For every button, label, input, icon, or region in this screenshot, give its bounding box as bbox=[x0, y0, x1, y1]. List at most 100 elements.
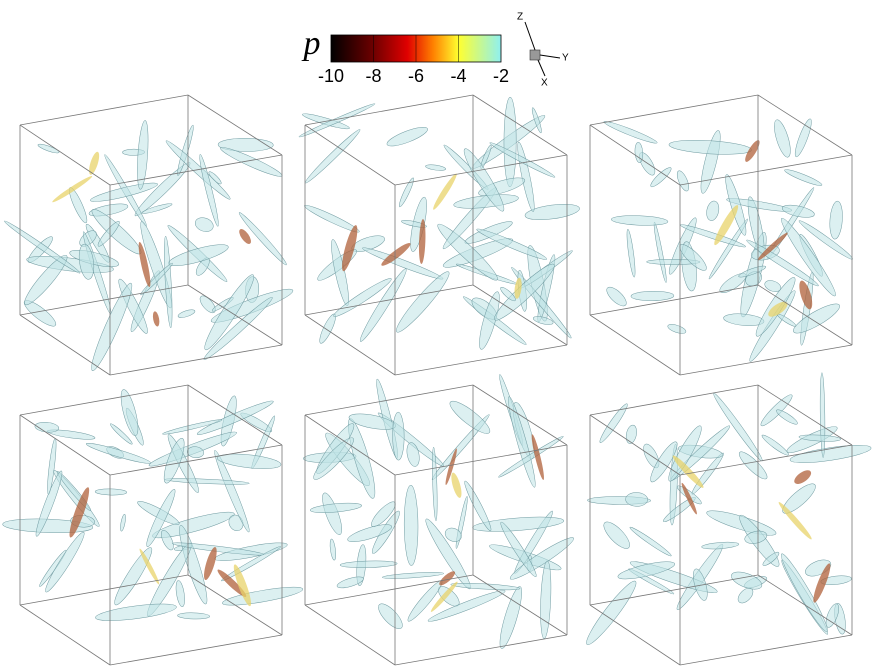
vortex-tube bbox=[517, 141, 535, 212]
box-edge bbox=[304, 574, 474, 606]
vortex-tube bbox=[298, 103, 376, 138]
vortex-tube bbox=[399, 177, 414, 208]
vortex-tube bbox=[396, 271, 450, 333]
vortex-tube bbox=[359, 268, 407, 342]
vortex-tube bbox=[217, 138, 274, 152]
box-edge bbox=[679, 344, 853, 376]
colorbar-tick-label: -4 bbox=[450, 66, 466, 86]
vortex-tube bbox=[175, 580, 185, 607]
vortex-tube bbox=[336, 576, 364, 589]
vortex-tube bbox=[322, 492, 343, 535]
vortex-tube bbox=[744, 530, 768, 544]
vortex-tube bbox=[120, 389, 139, 436]
vortex-tube bbox=[650, 441, 678, 483]
vortex-tube bbox=[532, 316, 554, 325]
panel bbox=[298, 94, 580, 376]
box-edge bbox=[589, 314, 681, 376]
vortex-tube bbox=[625, 424, 637, 444]
vortex-core bbox=[233, 564, 252, 607]
vortex-tube bbox=[4, 220, 81, 274]
vortex-tube bbox=[24, 254, 68, 306]
box-edge bbox=[19, 124, 111, 186]
vortex-tube bbox=[425, 164, 446, 171]
vortex-core bbox=[778, 502, 812, 540]
vortex-tube bbox=[68, 187, 88, 224]
vortex-tube bbox=[204, 274, 255, 351]
vortex-tube bbox=[761, 434, 789, 456]
panel bbox=[4, 94, 294, 376]
vortex-tube bbox=[667, 324, 687, 334]
vortex-tube bbox=[503, 96, 517, 188]
vortex-tube bbox=[444, 527, 462, 542]
colorbar-tick-label: -8 bbox=[365, 66, 381, 86]
z-label: Z bbox=[517, 12, 523, 23]
box-edge bbox=[472, 384, 568, 446]
vortex-core bbox=[52, 175, 93, 203]
x-label: X bbox=[541, 78, 548, 89]
vortex-tube bbox=[498, 436, 564, 478]
vortex-tube bbox=[701, 541, 740, 550]
vortex-tube bbox=[708, 218, 749, 280]
vortex-tube bbox=[479, 291, 500, 350]
vortex-tube bbox=[427, 590, 506, 622]
box-edge bbox=[19, 574, 189, 606]
box-edge bbox=[187, 94, 283, 156]
vortex-tube bbox=[347, 524, 393, 542]
vortex-tube bbox=[489, 142, 556, 178]
vortex-tube bbox=[472, 516, 565, 532]
box-edge bbox=[304, 604, 396, 666]
box-edge bbox=[589, 574, 759, 606]
box-edge bbox=[472, 94, 568, 156]
vortex-core bbox=[451, 472, 462, 498]
vortex-tube bbox=[95, 603, 177, 621]
vortex-tube bbox=[37, 143, 60, 154]
vortex-core bbox=[514, 277, 522, 299]
vortex-tube bbox=[819, 372, 826, 458]
box-edge bbox=[589, 94, 759, 126]
vortex-tube bbox=[500, 521, 537, 578]
vortex-tube bbox=[625, 492, 648, 507]
box-edge bbox=[19, 384, 189, 416]
box-edge bbox=[304, 124, 396, 186]
box-edge bbox=[109, 444, 283, 476]
vortex-tube bbox=[599, 403, 628, 443]
panel bbox=[586, 372, 872, 666]
vortex-tube bbox=[668, 425, 702, 482]
panel bbox=[303, 374, 574, 666]
vortex-tube bbox=[463, 148, 505, 212]
box-edge bbox=[589, 384, 759, 416]
vortex-tube bbox=[738, 265, 767, 278]
box-edge bbox=[19, 604, 111, 666]
box-edge bbox=[304, 384, 474, 416]
box-edge bbox=[472, 574, 568, 636]
vortex-tube bbox=[140, 262, 173, 296]
vortex-tube bbox=[611, 215, 669, 226]
box-edge bbox=[757, 94, 853, 156]
vortex-tube bbox=[629, 526, 672, 557]
vortex-tube bbox=[829, 200, 843, 240]
vortex-tube bbox=[731, 571, 763, 590]
vortex-tube bbox=[825, 603, 840, 628]
box-edge bbox=[304, 314, 396, 376]
vortex-tube bbox=[164, 235, 173, 329]
vortex-tube bbox=[403, 485, 419, 566]
vortex-tube bbox=[406, 442, 420, 467]
vortex-tube bbox=[378, 603, 403, 630]
axis-triad: Z Y X bbox=[517, 12, 569, 89]
vortex-tube bbox=[401, 220, 427, 228]
vortex-tube bbox=[162, 419, 223, 435]
vortex-tube bbox=[339, 560, 398, 568]
vortex-tube bbox=[91, 282, 133, 371]
panel bbox=[2, 384, 304, 666]
vortex-tube bbox=[382, 572, 444, 579]
box-edge bbox=[679, 154, 853, 186]
vortex-tube bbox=[304, 129, 361, 184]
vortex-tube bbox=[668, 139, 752, 155]
vortex-core bbox=[342, 225, 358, 272]
box-edge bbox=[109, 154, 283, 186]
vortex-tube bbox=[187, 446, 204, 458]
vortex-core bbox=[430, 581, 458, 612]
box-edge bbox=[472, 284, 568, 346]
vortex-tube bbox=[238, 212, 287, 266]
vortex-tube bbox=[431, 414, 490, 481]
